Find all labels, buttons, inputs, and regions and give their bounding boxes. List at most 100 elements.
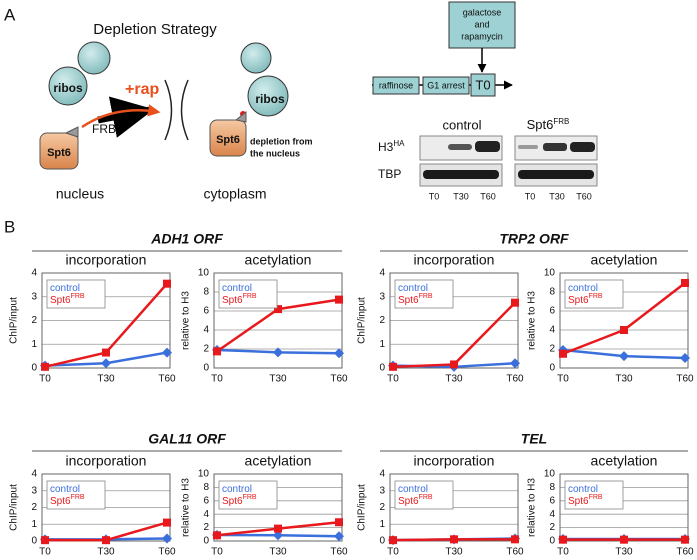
- ribosome-label: ribos: [53, 81, 83, 95]
- legend-entry: control: [50, 283, 80, 294]
- ribosome: [240, 42, 272, 74]
- legend-box: [46, 480, 106, 510]
- treatment-text: and: [474, 19, 489, 29]
- y-tick-label: 6: [549, 495, 555, 506]
- data-point: [163, 279, 171, 288]
- strain-name: Spt6: [527, 117, 554, 132]
- row-name: H3: [378, 140, 394, 154]
- plot-frame: [213, 272, 343, 369]
- data-point: [619, 351, 629, 362]
- data-point: [102, 348, 110, 357]
- legend-name: Spt6: [222, 496, 243, 507]
- legend-name: Spt6: [568, 496, 589, 507]
- x-tick-label: T0: [211, 374, 223, 385]
- data-point: [335, 295, 343, 304]
- tag-label: FRB: [92, 122, 116, 136]
- data-point: [102, 536, 110, 545]
- y-axis-label: ChIP/input: [357, 297, 368, 344]
- data-point: [274, 524, 282, 533]
- band: [518, 170, 594, 179]
- nuclear-envelope: [164, 79, 173, 141]
- legend-name: Spt6: [50, 295, 71, 306]
- x-tick-label: T60: [676, 374, 694, 385]
- data-point: [213, 531, 221, 540]
- y-tick-label: 10: [198, 469, 210, 480]
- drug-label: +rap: [125, 81, 159, 98]
- treatment-text: galactose: [463, 7, 502, 17]
- y-tick-label: 1: [379, 339, 385, 350]
- legend-box: [394, 279, 454, 309]
- panel-label: A: [4, 5, 16, 24]
- y-tick-label: 8: [203, 482, 209, 493]
- band: [570, 142, 595, 152]
- y-axis-label: relative to H3: [527, 478, 538, 537]
- strategy-title: Depletion Strategy: [93, 21, 217, 38]
- y-tick-label: 10: [544, 268, 556, 279]
- band: [518, 145, 538, 149]
- legend-name: control: [398, 484, 428, 495]
- x-tick-label: T30: [97, 547, 115, 558]
- x-tick-label: T0: [557, 547, 569, 558]
- y-tick-label: 2: [379, 502, 385, 513]
- row-label: TBP: [378, 167, 401, 181]
- y-tick-label: 4: [549, 509, 555, 520]
- y-axis-label: relative to H3: [181, 291, 192, 350]
- data-point: [559, 535, 567, 544]
- chart-title: incorporation: [414, 453, 495, 469]
- protein-label: Spt6: [47, 147, 71, 159]
- band: [448, 144, 472, 150]
- legend-name: control: [398, 283, 428, 294]
- x-tick-label: T60: [506, 374, 524, 385]
- x-tick-label: T30: [615, 374, 633, 385]
- y-tick-label: 4: [379, 268, 385, 279]
- y-axis-label: relative to H3: [527, 291, 538, 350]
- spt6-protein: [209, 119, 247, 157]
- data-point: [389, 362, 397, 371]
- lane-label: T60: [480, 191, 496, 201]
- x-tick-label: T60: [506, 547, 524, 558]
- y-tick-label: 10: [544, 469, 556, 480]
- data-point: [274, 305, 282, 314]
- y-axis-label: ChIP/input: [357, 484, 368, 531]
- legend-box: [394, 480, 454, 510]
- legend-entry: control: [222, 283, 252, 294]
- legend-name: control: [50, 484, 80, 495]
- y-tick-label: 0: [379, 363, 385, 374]
- y-tick-label: 2: [549, 522, 555, 533]
- legend-entry: control: [398, 283, 428, 294]
- group-title: ADH1 ORF: [150, 231, 223, 247]
- legend-box: [46, 279, 106, 309]
- legend-entry: Spt6FRB: [222, 494, 257, 506]
- note: the nucleus: [250, 148, 300, 158]
- legend-name: control: [568, 484, 598, 495]
- group-title: GAL11 ORF: [148, 431, 226, 447]
- y-tick-label: 10: [198, 268, 210, 279]
- y-tick-label: 0: [379, 536, 385, 547]
- data-point: [213, 347, 221, 356]
- x-tick-label: T0: [39, 547, 51, 558]
- x-tick-label: T60: [676, 547, 694, 558]
- step-box: [470, 73, 496, 97]
- data-point: [273, 530, 283, 541]
- x-tick-label: T0: [39, 374, 51, 385]
- y-tick-label: 2: [203, 344, 209, 355]
- data-point: [681, 535, 689, 544]
- x-tick-label: T60: [158, 374, 176, 385]
- legend-superscript: FRB: [243, 494, 257, 501]
- y-axis-label: relative to H3: [181, 478, 192, 537]
- band: [475, 141, 500, 152]
- chart-title: acetylation: [591, 453, 658, 469]
- group-title: TRP2 ORF: [499, 231, 569, 247]
- x-tick-label: T60: [330, 374, 348, 385]
- right-cell-cartoon: ribos Spt6 depletion from the nucleus cy…: [203, 42, 313, 202]
- y-tick-label: 2: [31, 315, 37, 326]
- y-tick-label: 4: [31, 268, 37, 279]
- legend-entry: Spt6FRB: [222, 293, 257, 305]
- series-line: [392, 301, 516, 369]
- compartment-label: nucleus: [56, 186, 104, 202]
- chart-title: acetylation: [245, 252, 312, 268]
- y-tick-label: 2: [31, 502, 37, 513]
- ribosome: [77, 41, 111, 75]
- legend-name: Spt6: [222, 295, 243, 306]
- left-cell-cartoon: ribos Spt6 FRB +rap nucleus: [39, 41, 189, 202]
